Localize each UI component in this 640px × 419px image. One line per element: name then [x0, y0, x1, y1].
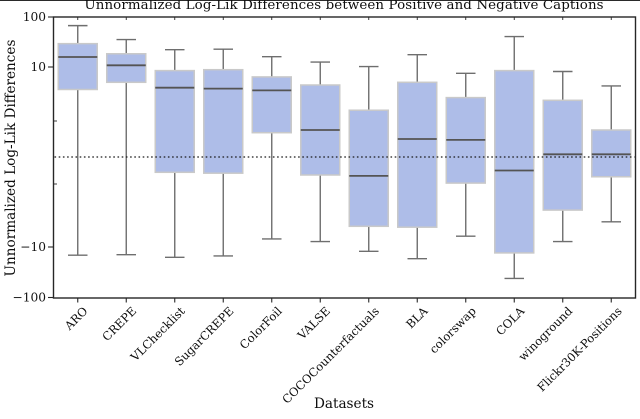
- box-ColorFoil: [251, 76, 292, 134]
- chart-title: Unnormalized Log-Lik Differences between…: [84, 0, 604, 13]
- box-BLA: [397, 81, 438, 228]
- top-border-line: [0, 0, 640, 1]
- plot-frame: [52, 16, 637, 299]
- y-tick-label-−10: −10: [20, 240, 46, 254]
- y-tick-label-100: 100: [23, 10, 46, 24]
- box-winoground: [542, 99, 583, 211]
- box-SugarCREPE: [203, 68, 244, 174]
- box-Flickr30K-Positions: [591, 129, 632, 178]
- y-tick-label-10: 10: [30, 60, 46, 74]
- y-tick-label-−100: −100: [13, 291, 46, 305]
- box-COLA: [494, 69, 535, 254]
- box-CREPE: [106, 52, 147, 84]
- x-axis-label: Datasets: [313, 396, 375, 412]
- box-COCOCounterfactuals: [348, 109, 389, 228]
- box-ARO: [57, 42, 98, 91]
